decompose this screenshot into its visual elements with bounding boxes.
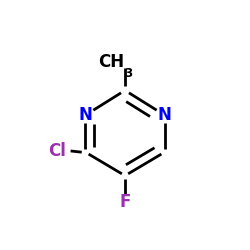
Text: CH: CH: [98, 53, 124, 71]
Text: F: F: [119, 193, 131, 211]
Text: 3: 3: [124, 68, 132, 80]
Text: N: N: [78, 106, 92, 124]
Text: Cl: Cl: [48, 142, 66, 160]
Text: N: N: [158, 106, 172, 124]
